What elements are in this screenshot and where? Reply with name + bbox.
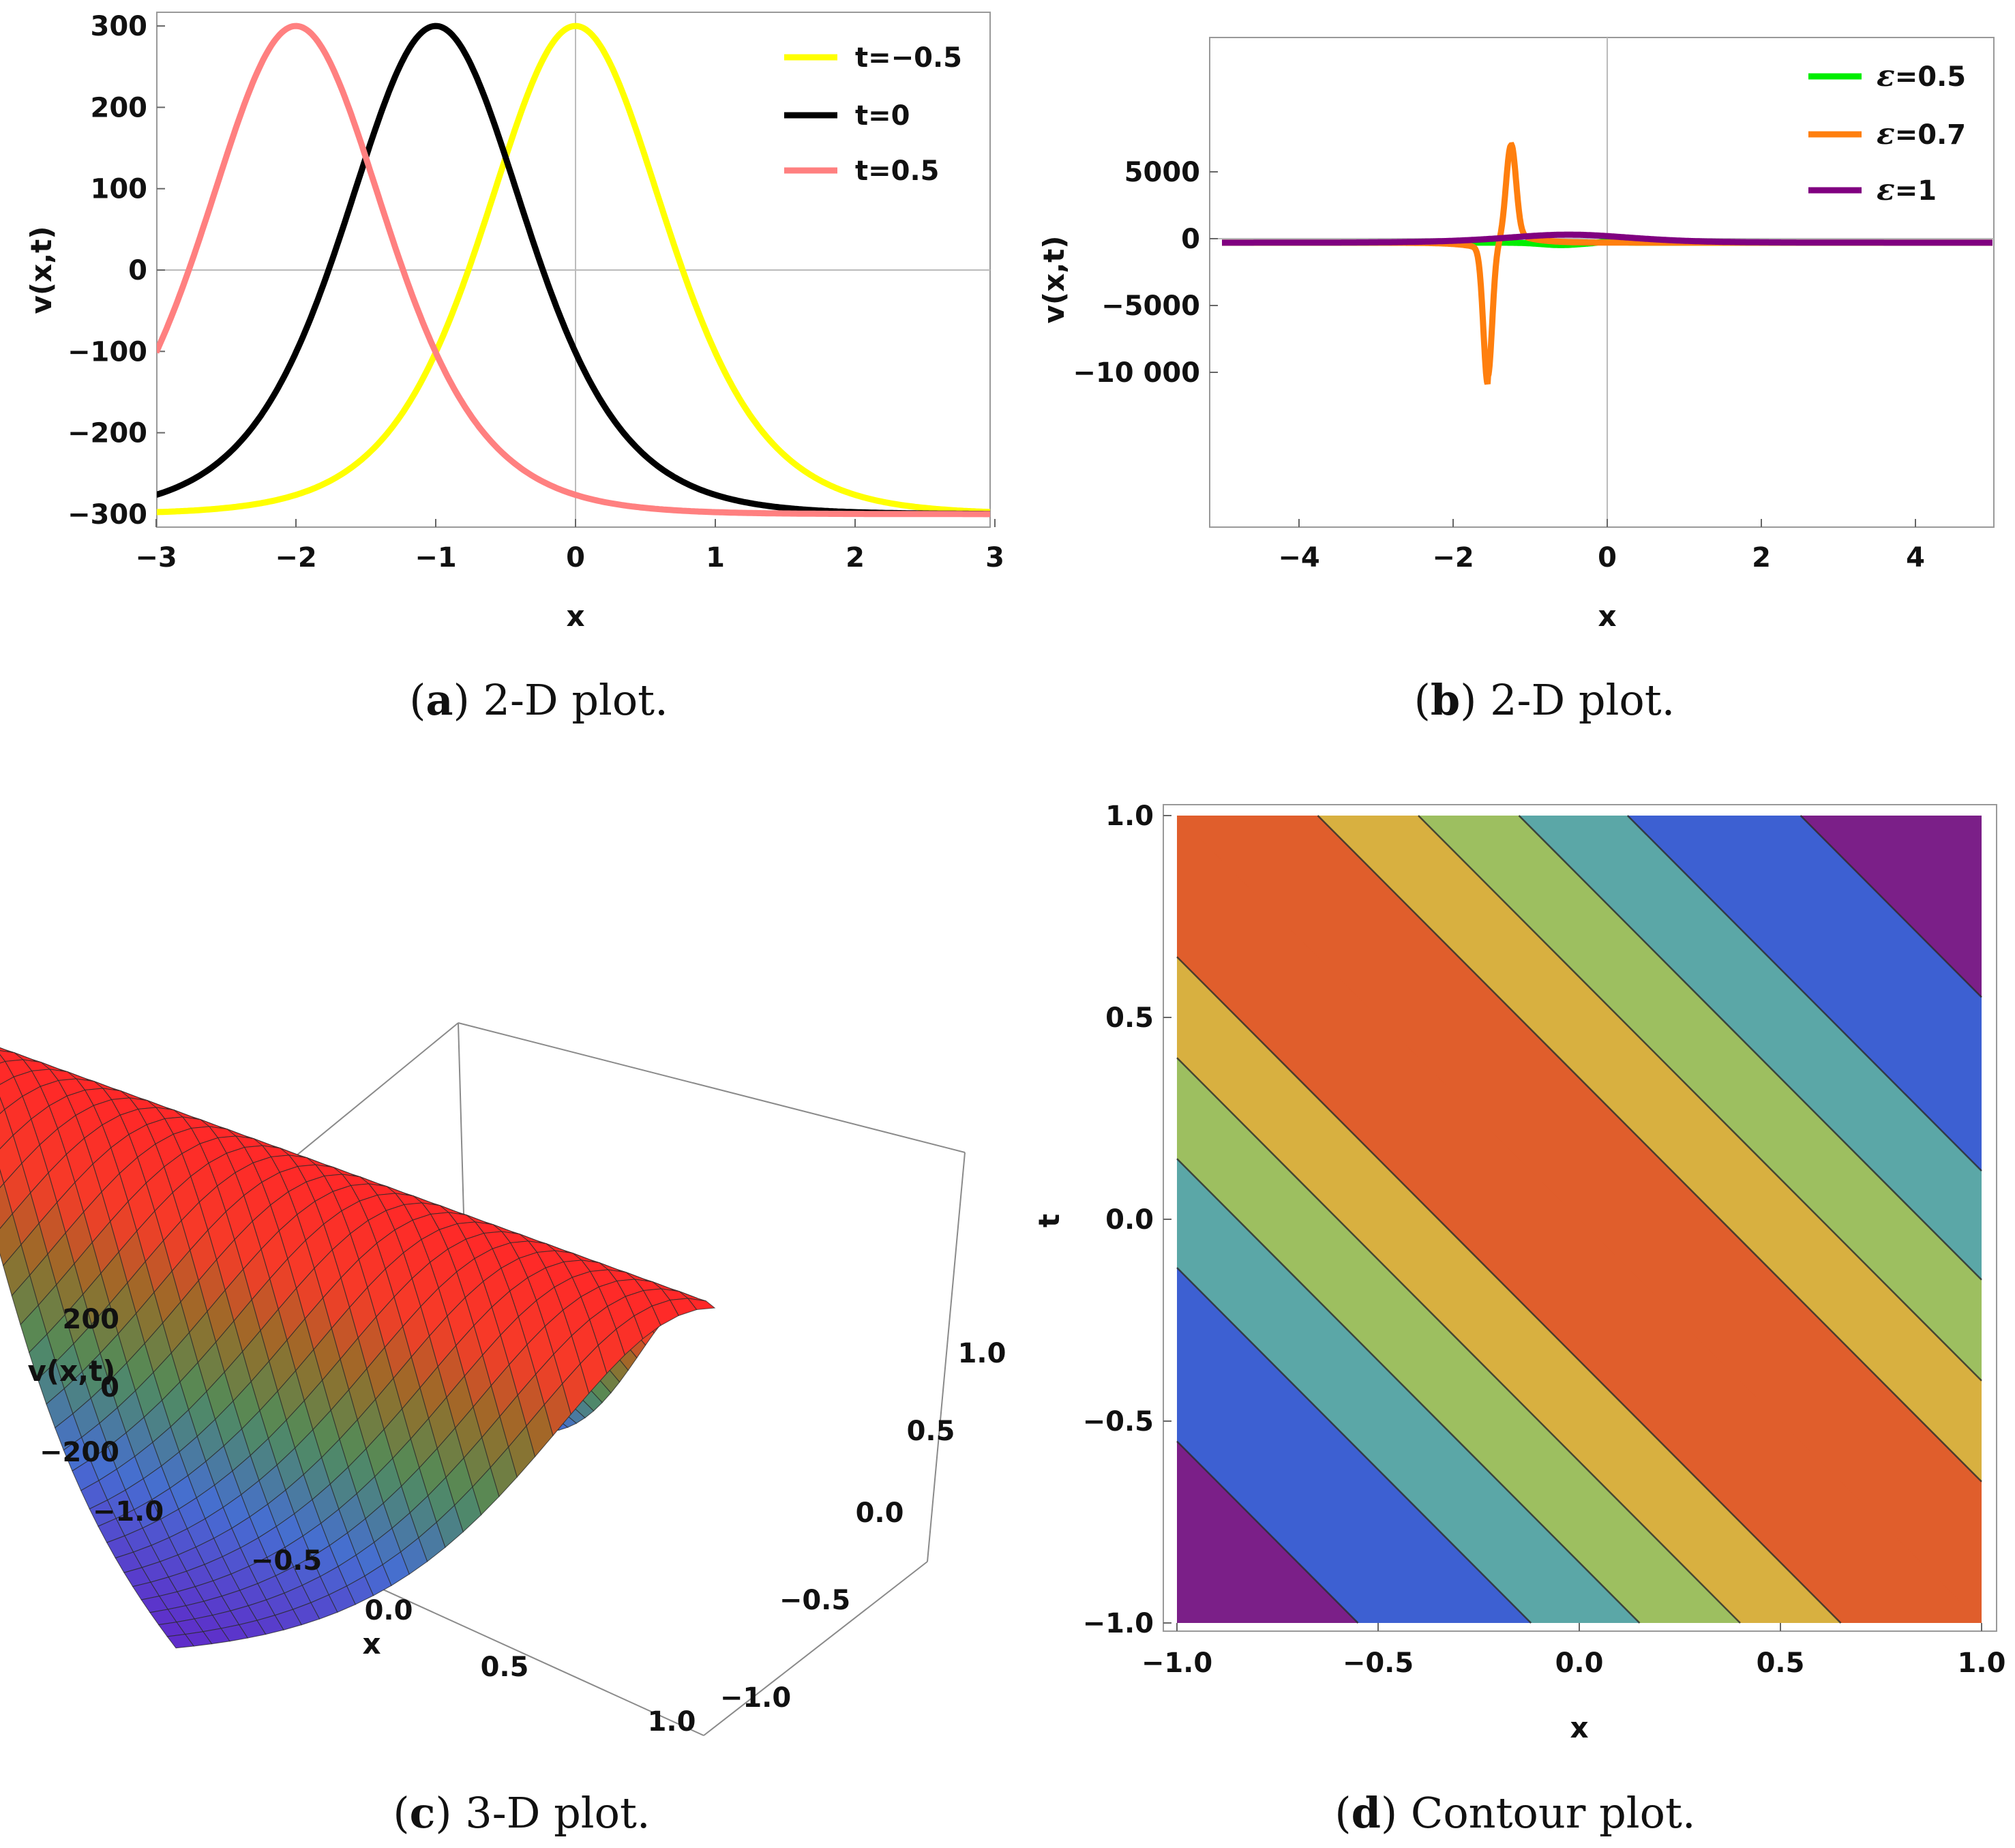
panel-b-legend-label-2: ε=1 bbox=[1877, 173, 1937, 207]
panel-d-contour-line bbox=[1176, 1057, 1741, 1624]
panel-c-ttick-label: 1.0 bbox=[958, 1338, 1006, 1369]
panel-b-ytick-label: −10 000 bbox=[1073, 357, 1200, 389]
panel-a-ytick-label: 0 bbox=[128, 255, 147, 286]
panel-b-ytick-label: 0 bbox=[1181, 224, 1200, 255]
panel-d-ylabel: t bbox=[1032, 1214, 1066, 1227]
panel-c-ztick-label: 0 bbox=[100, 1372, 119, 1403]
panel-b: −4 −2 0 2 4 5000 0 −5000 −10 000 x v(x,t) ε=0.5 … bbox=[1037, 37, 1995, 633]
panel-a-xtick-label: 0 bbox=[566, 542, 585, 573]
panel-a-legend-label-0: t=−0.5 bbox=[855, 42, 962, 74]
caption-a: (a) 2-D plot. bbox=[409, 675, 668, 725]
panel-a-ytick-label: −200 bbox=[68, 418, 147, 449]
panel-b-xtick-label: 0 bbox=[1598, 542, 1617, 573]
panel-c-ztick-label: −200 bbox=[40, 1437, 119, 1468]
panel-c-ticks: −1.0 −0.5 0.0 0.5 1.0 1.0 0.5 0.0 −0.5 −1.0 200 0 −2… bbox=[40, 1304, 1006, 1738]
panel-d-xtick-label: 1.0 bbox=[1958, 1648, 2006, 1679]
panel-a-xtick-label: −3 bbox=[135, 542, 177, 573]
panel-d-xtick-label: −0.5 bbox=[1343, 1648, 1414, 1679]
panel-d-ticks: −1.0 −0.5 0.0 0.5 1.0 1.0 0.5 0.0 −0.5 −1.0 bbox=[1083, 801, 2006, 1679]
panel-b-frame bbox=[1209, 37, 1995, 528]
panel-d-xlabel: x bbox=[1570, 1711, 1588, 1744]
panel-a-ytick-label: 300 bbox=[91, 11, 148, 42]
caption-b: (b) 2-D plot. bbox=[1414, 675, 1675, 725]
panel-d-contour-line bbox=[1800, 815, 1982, 998]
panel-c-xtick-label: 0.5 bbox=[481, 1652, 529, 1683]
panel-d-contour-line bbox=[1176, 1440, 1359, 1624]
panel-a-ytick-label: 200 bbox=[91, 92, 148, 123]
panel-a-xlabel: x bbox=[566, 599, 584, 633]
panel-d-ytick-label: −1.0 bbox=[1083, 1608, 1154, 1639]
panel-a-ytick-label: −300 bbox=[68, 499, 147, 531]
panel-a-series-t-neg05 bbox=[157, 23, 990, 516]
panel-a-xtick-label: −2 bbox=[275, 542, 316, 573]
panel-d-contour-line bbox=[1176, 1158, 1641, 1624]
panel-a-legend: t=−0.5 t=0 t=0.5 bbox=[784, 42, 962, 187]
panel-c-zlabel: v(x,t) bbox=[28, 1354, 116, 1388]
panel-d-xtick-label: 0.0 bbox=[1555, 1648, 1604, 1679]
panel-c-xtick-label: 1.0 bbox=[648, 1706, 696, 1738]
panel-d-xtick-label: 0.5 bbox=[1757, 1648, 1805, 1679]
panel-c-ztick-label: 200 bbox=[63, 1304, 120, 1335]
panel-c-xtick-label: −0.5 bbox=[251, 1545, 322, 1577]
panel-a-ylabel: v(x,t) bbox=[25, 226, 58, 314]
panel-c-ttick-label: 0.5 bbox=[907, 1416, 955, 1447]
panel-c-surface-cell bbox=[687, 1298, 716, 1311]
panel-b-xtick-label: −2 bbox=[1432, 542, 1474, 573]
panel-d-contour-line bbox=[1176, 1267, 1532, 1624]
panel-d-contour-line bbox=[1176, 956, 1842, 1624]
panel-a-ytick-label: 100 bbox=[91, 174, 148, 205]
panel-a-legend-label-1: t=0 bbox=[855, 100, 910, 132]
panel-d-contour-line bbox=[1418, 815, 1982, 1382]
panel-b-ytick-label: 5000 bbox=[1124, 157, 1200, 188]
panel-a-series-t-05 bbox=[157, 23, 990, 518]
panel-c-xtick-label: −1.0 bbox=[93, 1496, 164, 1527]
panel-d-contour-line bbox=[1626, 815, 1982, 1172]
panel-b-xtick-label: 2 bbox=[1752, 542, 1771, 573]
caption-d: (d) Contour plot. bbox=[1334, 1788, 1695, 1838]
panel-b-series-eps-1 bbox=[1222, 231, 1992, 246]
panel-d-band bbox=[1177, 816, 1982, 1623]
panel-a: −3 −2 −1 0 1 2 3 300 200 100 0 −100 −200 −300 x v(x,t… bbox=[25, 11, 1004, 633]
panel-a-xtick-label: −1 bbox=[415, 542, 456, 573]
panel-a-ytick-label: −100 bbox=[68, 336, 147, 368]
caption-c: (c) 3-D plot. bbox=[393, 1788, 650, 1838]
panel-d-contour-line bbox=[1317, 815, 1982, 1482]
panel-b-xlabel: x bbox=[1598, 599, 1616, 633]
panel-d-xtick-label: −1.0 bbox=[1141, 1648, 1212, 1679]
panel-c-xtick-label: 0.0 bbox=[365, 1595, 413, 1626]
panel-b-legend-label-0: ε=0.5 bbox=[1877, 59, 1966, 93]
panel-d-bands bbox=[1176, 815, 1982, 1624]
panel-a-ticks: −3 −2 −1 0 1 2 3 300 200 100 0 −100 −200 −300 bbox=[68, 11, 1004, 573]
panel-b-ytick-label: −5000 bbox=[1101, 290, 1200, 322]
panel-d-ytick-label: −0.5 bbox=[1083, 1406, 1154, 1437]
panel-c-ttick-label: −1.0 bbox=[720, 1682, 791, 1714]
panel-c-ttick-label: 0.0 bbox=[856, 1497, 904, 1529]
panel-c-ttick-label: −0.5 bbox=[779, 1585, 850, 1616]
panel-d-contour-line bbox=[1518, 815, 1982, 1281]
panel-b-ylabel: v(x,t) bbox=[1037, 236, 1071, 324]
panel-b-xtick-label: −4 bbox=[1278, 542, 1319, 573]
panel-a-xtick-label: 2 bbox=[846, 542, 865, 573]
panel-c: −1.0 −0.5 0.0 0.5 1.0 1.0 0.5 0.0 −0.5 −1.0 200 0 −2… bbox=[0, 1022, 1006, 1738]
panel-b-legend-label-1: ε=0.7 bbox=[1877, 117, 1966, 151]
panel-a-xtick-label: 3 bbox=[985, 542, 1004, 573]
panel-d-ytick-label: 0.0 bbox=[1105, 1204, 1154, 1236]
panel-a-legend-label-2: t=0.5 bbox=[855, 155, 940, 187]
panel-b-legend: ε=0.5 ε=0.7 ε=1 bbox=[1808, 59, 1966, 207]
panel-c-surface bbox=[0, 1047, 716, 1649]
panel-d-ytick-label: 0.5 bbox=[1105, 1002, 1154, 1034]
panel-b-xtick-label: 4 bbox=[1906, 542, 1925, 573]
panel-c-xlabel: x bbox=[362, 1627, 380, 1660]
panel-b-ticks: −4 −2 0 2 4 5000 0 −5000 −10 000 bbox=[1073, 157, 1925, 573]
panel-d-ytick-label: 1.0 bbox=[1105, 801, 1154, 832]
panel-d: −1.0 −0.5 0.0 0.5 1.0 1.0 0.5 0.0 −0.5 −1.0 x t bbox=[1032, 801, 2005, 1744]
panel-a-xtick-label: 1 bbox=[706, 542, 725, 573]
